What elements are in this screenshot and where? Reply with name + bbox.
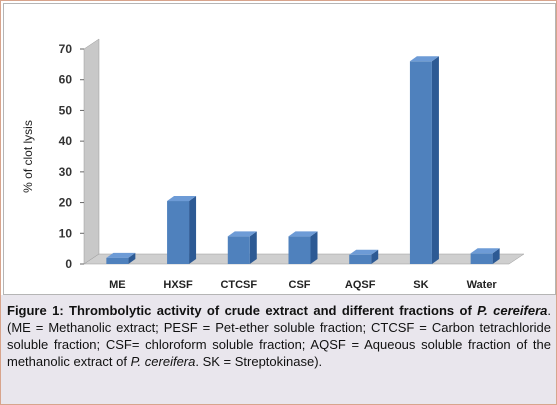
bar-top-ctcsf [227,231,257,237]
caption-title: Figure 1: Thrombolytic activity of crude… [7,303,547,318]
bar-top-water [470,248,500,254]
x-tick-label: CSF [289,279,311,291]
bar-top-sk [409,56,439,62]
y-tick-label: 0 [65,257,72,271]
bar-side-csf [310,231,318,264]
caption-text: Figure 1: Thrombolytic activity of crude… [7,302,551,370]
caption-species-2: P. cereifera [130,354,196,369]
y-tick-label: 10 [59,226,73,240]
bar-hxsf [167,201,190,264]
bar-top-aqsf [349,249,379,255]
caption-species: P. cereifera [477,303,548,318]
bar-side-aqsf [371,249,379,264]
bar-chart: 0 10 20 30 40 50 60 70 % of clot lysis ME HXSF CTCS… [21,38,525,291]
bar-top-me [106,252,136,258]
bar-side-hxsf [189,196,197,264]
y-tick-label: 50 [59,103,73,117]
y-tick-label: 40 [59,134,73,148]
y-tick-label: 30 [59,165,73,179]
bar-side-ctcsf [249,231,257,264]
y-tick-label: 60 [59,73,73,87]
bar-top-csf [288,231,318,237]
x-tick-label: AQSF [345,279,376,291]
chart-back-wall [83,38,100,265]
bar-sk [409,61,432,265]
caption-lead: Figure 1: Thrombolytic activity of crude… [7,303,478,318]
caption-body: . (ME = Methanolic extract; PESF = Pet-e… [7,303,551,369]
x-tick-label: HXSF [163,279,193,291]
x-tick-label: CTCSF [220,279,257,291]
x-tick-label: Water [467,279,498,291]
y-axis-label: % of clot lysis [21,120,35,193]
chart-area: 0 10 20 30 40 50 60 70 % of clot lysis ME HXSF CTCS… [3,3,556,295]
bar-aqsf [349,254,372,264]
x-tick-label: ME [109,279,126,291]
figure-caption: Figure 1: Thrombolytic activity of crude… [1,295,556,404]
x-tick-label: SK [413,279,428,291]
bar-me [106,257,129,264]
y-tick-label: 20 [59,196,73,210]
y-tick-label: 70 [59,42,73,56]
bar-side-water [492,248,500,264]
bar-side-sk [431,56,439,265]
bar-ctcsf [227,236,250,264]
bar-csf [288,236,311,264]
bar-side-me [128,252,136,264]
caption-tail: . SK = Streptokinase). [195,354,323,369]
bar-water [470,253,493,264]
bar-top-hxsf [167,196,197,202]
